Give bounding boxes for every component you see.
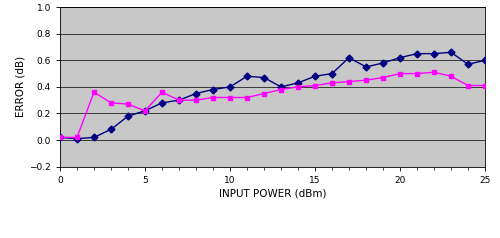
PAR = 6 <box>227 96 233 99</box>
PAR = 6.5 <box>329 72 335 75</box>
PAR = 6.5 <box>278 85 284 88</box>
PAR = 6 <box>431 71 437 74</box>
PAR = 6 <box>57 136 63 139</box>
PAR = 6 <box>397 72 403 75</box>
PAR = 6.5 <box>108 128 114 131</box>
PAR = 6 <box>414 72 420 75</box>
PAR = 6.5 <box>363 65 369 68</box>
PAR = 6.5 <box>312 75 318 78</box>
PAR = 6.5 <box>91 136 97 139</box>
PAR = 6.5 <box>125 115 131 118</box>
PAR = 6.5 <box>57 136 63 139</box>
PAR = 6.5 <box>227 85 233 88</box>
PAR = 6 <box>448 75 454 78</box>
PAR = 6.5 <box>295 81 301 84</box>
PAR = 6 <box>380 76 386 79</box>
PAR = 6.5 <box>414 52 420 55</box>
PAR = 6 <box>346 80 352 83</box>
PAR = 6 <box>261 92 267 95</box>
PAR = 6.5 <box>193 92 199 95</box>
PAR = 6 <box>363 79 369 82</box>
PAR = 6.5 <box>142 109 148 112</box>
PAR = 6.5 <box>159 101 165 104</box>
PAR = 6 <box>142 109 148 112</box>
PAR = 6 <box>176 99 182 102</box>
PAR = 6 <box>312 84 318 87</box>
PAR = 6 <box>329 81 335 84</box>
PAR = 6 <box>210 96 216 99</box>
PAR = 6 <box>244 96 250 99</box>
PAR = 6 <box>159 91 165 94</box>
PAR = 6.5 <box>244 75 250 78</box>
Line: PAR = 6.5: PAR = 6.5 <box>58 50 488 141</box>
Line: PAR = 6: PAR = 6 <box>58 70 488 140</box>
PAR = 6 <box>91 91 97 94</box>
PAR = 6.5 <box>465 63 471 66</box>
PAR = 6 <box>295 85 301 88</box>
X-axis label: INPUT POWER (dBm): INPUT POWER (dBm) <box>219 189 326 199</box>
PAR = 6.5 <box>397 56 403 59</box>
PAR = 6.5 <box>448 51 454 54</box>
PAR = 6.5 <box>74 137 80 140</box>
PAR = 6.5 <box>380 62 386 64</box>
Y-axis label: ERROR (dB): ERROR (dB) <box>15 56 25 117</box>
PAR = 6.5 <box>431 52 437 55</box>
PAR = 6 <box>482 84 488 87</box>
PAR = 6 <box>74 136 80 139</box>
PAR = 6 <box>278 88 284 91</box>
PAR = 6 <box>193 99 199 102</box>
PAR = 6.5 <box>346 56 352 59</box>
PAR = 6.5 <box>176 99 182 102</box>
PAR = 6.5 <box>482 59 488 62</box>
PAR = 6 <box>125 103 131 106</box>
PAR = 6.5 <box>210 88 216 91</box>
PAR = 6 <box>465 84 471 87</box>
PAR = 6 <box>108 101 114 104</box>
PAR = 6.5 <box>261 76 267 79</box>
